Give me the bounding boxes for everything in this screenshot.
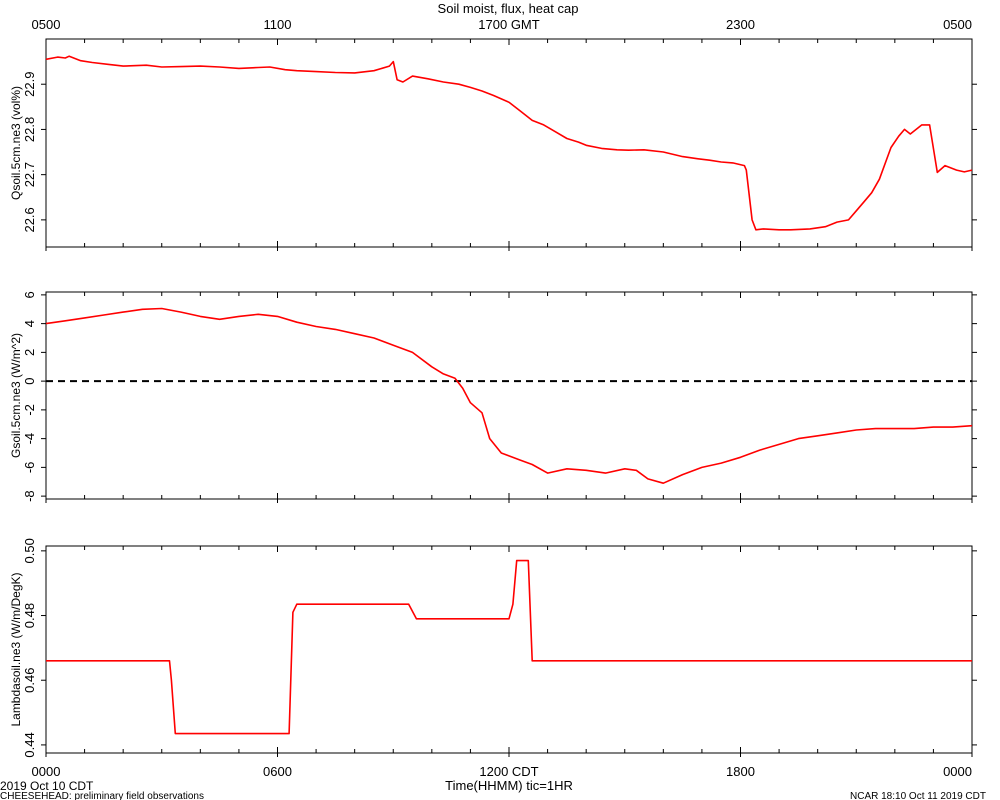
y-tick-label: 6	[22, 291, 37, 298]
series-line	[45, 55, 973, 231]
y-tick-label: -2	[22, 404, 37, 416]
y-tick-label: 0.44	[22, 732, 37, 757]
series-line	[45, 307, 973, 485]
footer-stamp: NCAR 18:10 Oct 11 2019 CDT	[850, 791, 986, 800]
soil-heat-flux-panel: -8 -6 -4 -2 0 2 4 6 Gsoil.5cm.ne3 (W/m^2)	[9, 291, 977, 503]
top-axis-label: 1700 GMT	[478, 17, 539, 32]
top-axis-label: 0500	[32, 17, 61, 32]
bottom-axis-labels: 0000 0600 1200 CDT 1800 0000	[32, 764, 972, 779]
y-tick-label: -8	[22, 490, 37, 502]
footer-project: CHEESEHEAD: preliminary field observatio…	[0, 791, 204, 800]
footer-date: 2019 Oct 10 CDT	[0, 779, 94, 793]
y-axis-label: Lambdasoil.ne3 (W/m/DegK)	[9, 572, 23, 726]
plot-frame	[45, 291, 973, 500]
bottom-axis-label: 0000	[32, 764, 61, 779]
chart-title: Soil moist, flux, heat cap	[438, 1, 579, 16]
y-tick-label: 0.48	[22, 603, 37, 628]
y-tick-label: 22.9	[22, 72, 37, 97]
y-axis-label: Gsoil.5cm.ne3 (W/m^2)	[9, 333, 23, 458]
top-axis-label: 2300	[726, 17, 755, 32]
thermal-conductivity-panel: 0.44 0.46 0.48 0.50 Lambdasoil.ne3 (W/m/DegK…	[9, 538, 977, 758]
bottom-axis-label: 0600	[263, 764, 292, 779]
x-axis-label: Time(HHMM) tic=1HR	[445, 778, 573, 793]
y-tick-label: 22.6	[22, 207, 37, 232]
y-tick-label: 22.7	[22, 162, 37, 187]
bottom-axis-label: 1800	[726, 764, 755, 779]
y-tick-label: 22.8	[22, 117, 37, 142]
bottom-axis-label: 0000	[943, 764, 972, 779]
top-axis-label: 0500	[943, 17, 972, 32]
y-tick-label: 0	[22, 378, 37, 385]
y-axis-label: Qsoil.5cm.ne3 (vol%)	[9, 86, 23, 200]
y-tick-label: 0.46	[22, 668, 37, 693]
top-axis-labels: 0500 1100 1700 GMT 2300 0500	[32, 17, 972, 32]
y-tick-label: -6	[22, 462, 37, 474]
y-tick-label: -4	[22, 433, 37, 445]
series-line	[46, 559, 972, 735]
y-tick-label: 0.50	[22, 538, 37, 563]
bottom-axis-label: 1200 CDT	[479, 764, 538, 779]
top-axis-label: 1100	[264, 17, 292, 32]
y-tick-label: 2	[22, 349, 37, 356]
plot-frame	[45, 38, 973, 248]
y-tick-label: 4	[22, 320, 37, 327]
plot-frame	[45, 545, 973, 754]
